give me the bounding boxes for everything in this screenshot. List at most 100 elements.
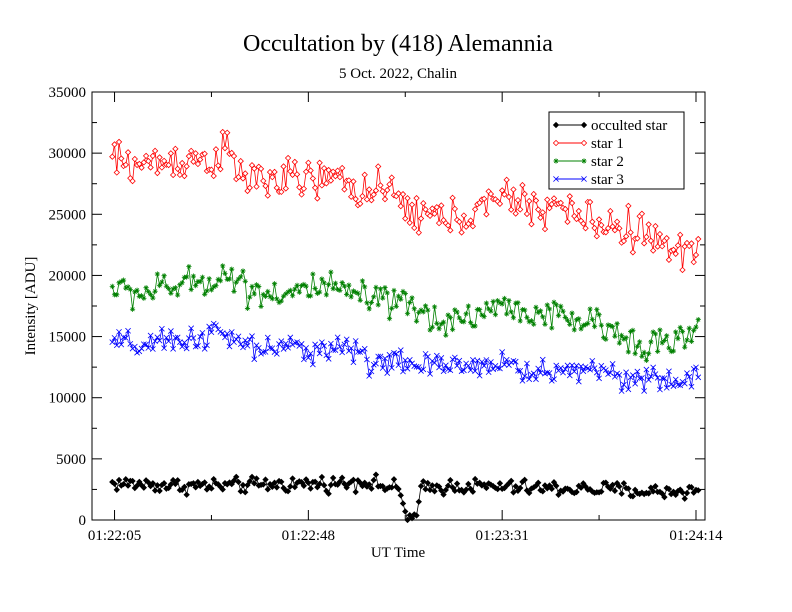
data-point [436,364,442,371]
data-point [411,306,417,312]
data-point [456,218,463,225]
data-point [178,159,186,167]
data-point [235,333,242,340]
data-point [569,362,575,369]
data-point [425,307,431,313]
data-point [109,339,116,346]
data-point [222,334,228,341]
data-point [522,307,528,313]
data-point [451,487,459,495]
data-point [154,271,160,277]
data-point [553,482,560,490]
data-point [472,368,479,374]
data-point [264,192,271,199]
data-point [136,160,143,168]
data-point [519,181,526,189]
data-point [332,347,339,353]
data-point [361,345,368,352]
data-point [169,171,177,179]
data-point [497,300,503,306]
data-point [643,357,650,363]
data-point [521,373,528,380]
data-point [147,291,154,297]
data-point [170,286,176,292]
data-point [620,237,628,245]
data-point [431,210,438,217]
data-point [616,483,623,490]
data-point [625,349,631,355]
data-point [319,276,325,282]
data-point [564,317,571,323]
data-point [449,326,456,333]
data-point [620,480,628,487]
data-point [628,328,634,335]
data-point [323,180,330,187]
data-point [492,312,499,318]
data-point [582,322,589,328]
data-point [449,194,456,202]
data-point [382,284,388,291]
data-point [368,299,375,306]
data-point [233,279,239,285]
data-point [244,481,251,489]
data-point [133,482,141,489]
data-point [429,482,436,489]
data-point [483,300,489,306]
data-point [204,288,210,294]
data-point [558,303,564,309]
data-point [220,263,226,269]
data-point [395,190,402,197]
data-point [490,298,496,305]
data-point [434,320,440,326]
data-point [568,199,576,207]
data-point [519,377,526,384]
data-point [625,485,632,492]
data-point [652,371,659,377]
data-point [629,249,637,256]
data-point [510,489,517,496]
data-point [228,480,235,488]
data-point [129,477,136,485]
data-point [526,376,533,383]
axes-layer: 0 5000 10000 15000 20000 25000 30000 35000 01:22… [49,85,724,544]
data-point [539,356,546,363]
legend-item: occulted star [552,118,667,134]
data-point [328,269,334,275]
data-point [310,271,316,277]
data-point [424,353,431,360]
data-point [659,340,665,346]
data-point [431,359,438,366]
data-point [388,364,395,371]
data-point [648,373,654,380]
data-point [350,288,357,294]
data-point [258,303,264,310]
data-point [587,306,593,312]
legend-marker [552,139,560,147]
data-point [550,195,558,202]
data-point [611,373,618,380]
data-point [415,498,422,505]
data-point [262,293,269,300]
data-point [591,365,598,371]
data-point [127,340,134,347]
data-point [131,343,138,350]
data-point [190,158,197,165]
data-point [206,323,213,330]
data-point [453,480,461,487]
data-point [177,282,183,288]
data-point [555,491,562,498]
data-point [609,324,616,330]
data-point [537,369,544,376]
data-point [264,334,271,341]
data-point [212,146,220,153]
data-point [479,312,485,318]
data-point [638,210,646,217]
data-point [672,491,679,498]
data-point [124,482,132,489]
data-point [357,297,363,303]
data-point [323,292,329,298]
data-point [531,321,537,327]
data-point [271,168,278,176]
data-point [116,328,122,335]
data-point [652,483,659,490]
